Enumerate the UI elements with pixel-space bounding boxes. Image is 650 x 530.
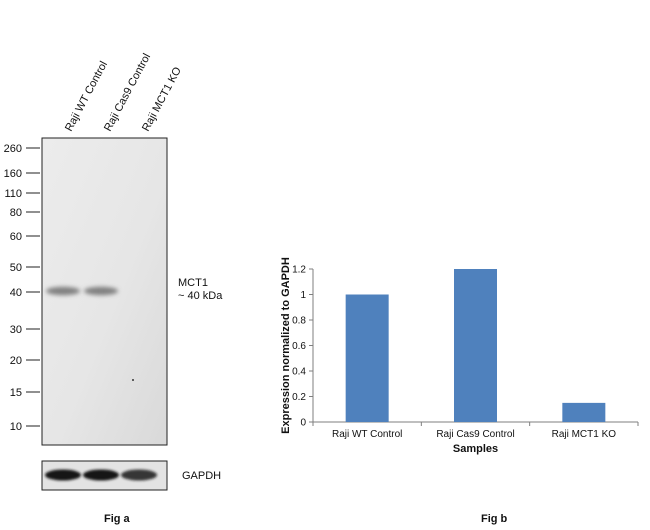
mw-marker-label: 10 bbox=[10, 421, 22, 433]
y-tick-label: 1.2 bbox=[292, 265, 306, 276]
mw-marker-label: 60 bbox=[10, 231, 22, 243]
bar bbox=[562, 402, 606, 422]
x-tick-label: Raji Cas9 Control bbox=[436, 429, 514, 440]
y-axis-title: Expression normalized to GAPDH bbox=[280, 257, 292, 434]
lane-labels: Raji WT Control Raji Cas9 Control Raji M… bbox=[63, 52, 184, 134]
y-tick-label: 0.8 bbox=[292, 316, 306, 327]
mw-marker-label: 80 bbox=[10, 207, 22, 219]
mw-marker-ladder: 260 160 110 80 60 50 40 30 20 15 10 bbox=[4, 143, 40, 433]
fig-a-caption: Fig a bbox=[104, 513, 131, 525]
mw-marker-label: 15 bbox=[10, 387, 22, 399]
mw-marker-label: 110 bbox=[4, 188, 22, 200]
gapdh-label: GAPDH bbox=[182, 470, 221, 482]
mct1-bands bbox=[46, 286, 118, 296]
gapdh-band bbox=[45, 469, 81, 481]
band-label-size: ~ 40 kDa bbox=[178, 290, 223, 302]
x-tick-label: Raji MCT1 KO bbox=[552, 429, 617, 440]
mct1-band bbox=[84, 286, 118, 296]
fig-b-caption: Fig b bbox=[481, 513, 508, 525]
bar bbox=[454, 269, 497, 422]
gapdh-band bbox=[121, 469, 157, 481]
chart-plot-area: 0 0.2 0.4 0.6 0.8 1 1.2 Raji WT Control Raji Cas… bbox=[280, 257, 639, 455]
lane-label: Raji WT Control bbox=[63, 59, 110, 133]
mw-marker-label: 30 bbox=[10, 324, 22, 336]
y-tick-label: 1 bbox=[300, 290, 306, 301]
gapdh-bands bbox=[45, 469, 157, 481]
bar-chart-panel: 0 0.2 0.4 0.6 0.8 1 1.2 Raji WT Control Raji Cas… bbox=[280, 257, 639, 525]
x-tick-label: Raji WT Control bbox=[332, 429, 402, 440]
band-label-name: MCT1 bbox=[178, 277, 208, 289]
mw-marker-label: 260 bbox=[4, 143, 22, 155]
mw-marker-label: 160 bbox=[4, 168, 22, 180]
mw-marker-label: 40 bbox=[10, 287, 22, 299]
mw-marker-label: 50 bbox=[10, 262, 22, 274]
y-tick-label: 0.2 bbox=[292, 392, 306, 403]
mct1-band bbox=[46, 286, 80, 296]
lane-label: Raji MCT1 KO bbox=[140, 65, 184, 134]
x-axis-title: Samples bbox=[453, 443, 498, 455]
y-tick-label: 0.4 bbox=[292, 367, 306, 378]
y-tick-label: 0.6 bbox=[292, 341, 306, 352]
mw-marker-label: 20 bbox=[10, 355, 22, 367]
gapdh-band bbox=[83, 469, 119, 481]
bar bbox=[345, 294, 389, 422]
y-tick-label: 0 bbox=[300, 418, 306, 429]
western-blot-panel: Raji WT Control Raji Cas9 Control Raji M… bbox=[4, 52, 224, 525]
membrane-speck bbox=[132, 379, 134, 381]
